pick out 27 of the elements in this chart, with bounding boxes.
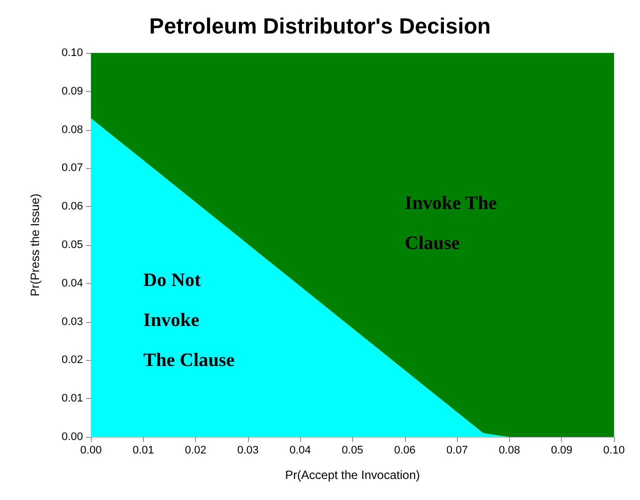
y-axis-title: Pr(Press the Issue): [28, 194, 42, 296]
y-tick-label: 0.00: [62, 431, 83, 443]
x-tick-label: 0.03: [237, 444, 259, 456]
x-tick-label: 0.06: [394, 444, 416, 456]
x-tick-label: 0.05: [342, 444, 364, 456]
x-tick-label: 0.01: [132, 444, 154, 456]
y-tick-label: 0.05: [62, 239, 83, 251]
y-tick-label: 0.01: [62, 392, 83, 405]
x-tick-label: 0.07: [446, 444, 468, 456]
x-tick-label: 0.08: [498, 444, 520, 456]
annotation: Invoke The Clause: [404, 193, 497, 254]
annotation: Do Not Invoke The Clause: [143, 270, 235, 371]
y-tick-label: 0.06: [62, 200, 83, 213]
y-tick-label: 0.02: [62, 354, 83, 366]
y-tick-label: 0.09: [62, 85, 83, 98]
x-tick-label: 0.04: [289, 444, 311, 456]
x-tick-label: 0.09: [550, 444, 572, 456]
chart-title: Petroleum Distributor's Decision: [149, 14, 491, 38]
y-tick-label: 0.03: [62, 316, 83, 328]
y-tick-label: 0.04: [62, 277, 83, 290]
x-tick-label: 0.02: [184, 444, 206, 456]
y-tick-label: 0.08: [62, 124, 83, 136]
y-tick-label: 0.07: [62, 162, 83, 174]
x-tick-label: 0.00: [80, 444, 102, 456]
x-axis-title: Pr(Accept the Invocation): [285, 468, 420, 482]
x-tick-label: 0.10: [603, 444, 625, 456]
y-tick-label: 0.10: [62, 47, 83, 59]
